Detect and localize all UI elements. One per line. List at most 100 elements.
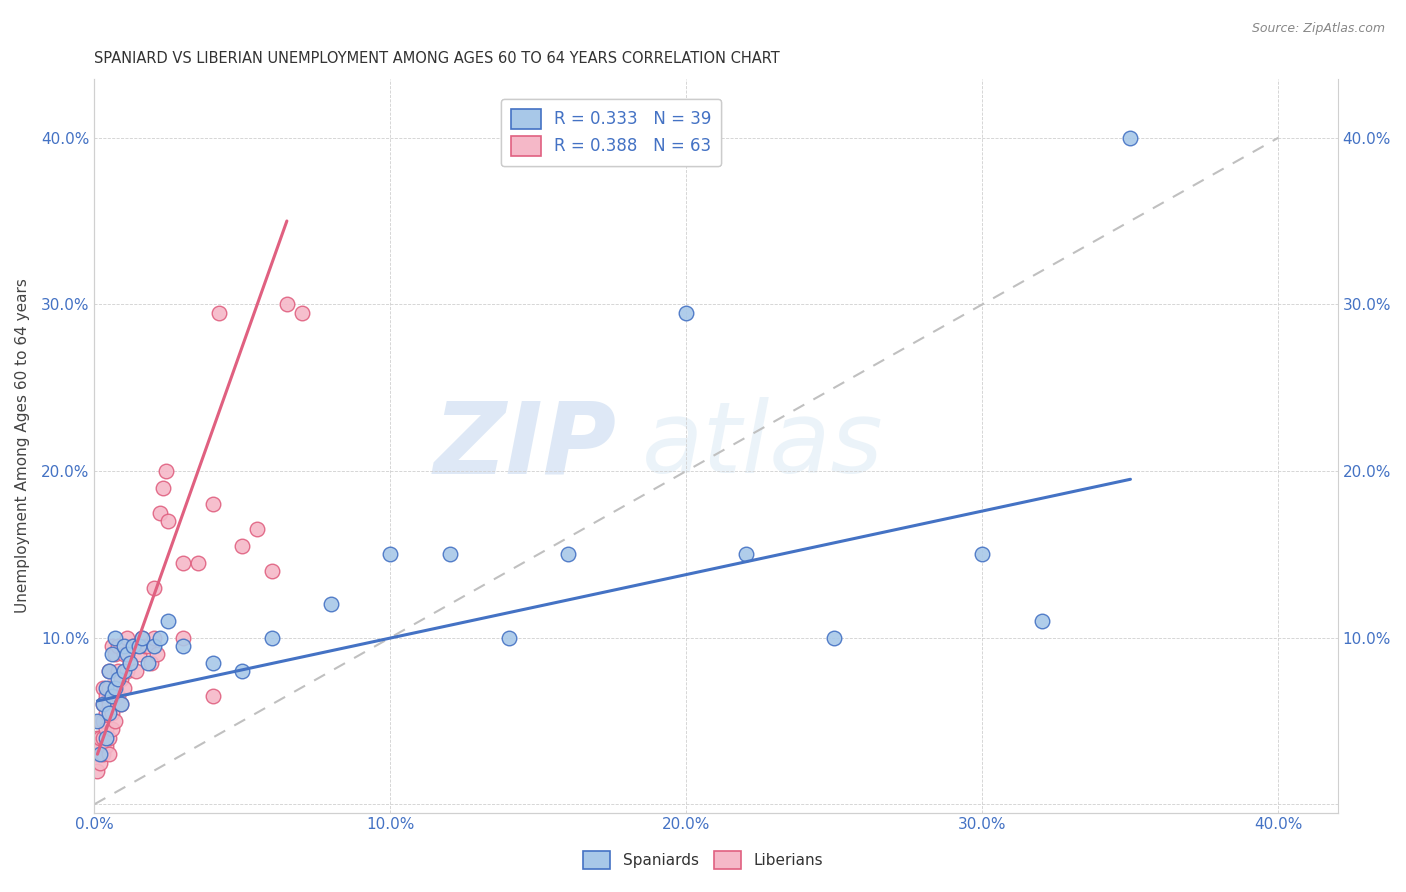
Point [101,639,124,653]
Point [139,656,162,670]
Point [89,731,111,745]
Point [498,631,520,645]
Legend: Spaniards, Liberians: Spaniards, Liberians [576,845,830,875]
Point [380,547,402,561]
Point [142,631,165,645]
Point [112,664,135,678]
Point [122,639,145,653]
Point [823,631,845,645]
Point [262,631,284,645]
Point [112,681,135,695]
Point [93,714,115,728]
Point [128,639,150,653]
Point [96,689,118,703]
Point [98,697,121,711]
Point [89,739,111,753]
Point [157,614,180,628]
Point [93,731,115,745]
Point [86,764,108,778]
Point [93,681,115,695]
Point [972,547,994,561]
Point [1119,130,1142,145]
Point [122,639,145,653]
Point [136,639,159,653]
Point [104,681,127,695]
Point [231,539,253,553]
Point [89,756,111,770]
Point [155,464,177,478]
Point [231,664,253,678]
Point [134,639,156,653]
Point [149,506,172,520]
Point [104,631,127,645]
Point [96,731,118,745]
Point [86,731,108,745]
Point [98,731,121,745]
Legend: R = 0.333   N = 39, R = 0.388   N = 63: R = 0.333 N = 39, R = 0.388 N = 63 [501,99,721,166]
Point [107,639,129,653]
Point [107,689,129,703]
Text: atlas: atlas [641,398,883,494]
Point [118,656,141,670]
Point [131,631,153,645]
Text: Source: ZipAtlas.com: Source: ZipAtlas.com [1251,22,1385,36]
Point [172,631,194,645]
Point [128,647,150,661]
Point [96,706,118,720]
Point [98,747,121,762]
Point [118,656,141,670]
Point [157,514,180,528]
Point [107,672,129,686]
Point [557,547,579,561]
Point [98,664,121,678]
Text: ZIP: ZIP [433,398,617,494]
Point [101,647,124,661]
Point [321,597,343,611]
Point [89,714,111,728]
Point [262,564,284,578]
Point [734,547,756,561]
Point [115,647,138,661]
Point [101,723,124,737]
Point [1031,614,1053,628]
Point [142,639,165,653]
Point [110,697,132,711]
Point [98,664,121,678]
Point [89,747,111,762]
Point [96,681,118,695]
Point [112,639,135,653]
Point [101,689,124,703]
Point [172,556,194,570]
Point [107,664,129,678]
Point [276,297,298,311]
Point [110,672,132,686]
Point [142,581,165,595]
Point [439,547,461,561]
Point [115,664,138,678]
Point [104,647,127,661]
Point [104,714,127,728]
Point [86,714,108,728]
Point [172,639,194,653]
Point [104,681,127,695]
Point [675,305,697,319]
Point [101,706,124,720]
Point [93,747,115,762]
Point [125,664,148,678]
Point [86,747,108,762]
Point [145,647,167,661]
Point [208,305,231,319]
Text: SPANIARD VS LIBERIAN UNEMPLOYMENT AMONG AGES 60 TO 64 YEARS CORRELATION CHART: SPANIARD VS LIBERIAN UNEMPLOYMENT AMONG … [94,51,780,66]
Point [98,681,121,695]
Point [246,522,269,536]
Point [291,305,314,319]
Point [131,631,153,645]
Point [201,689,224,703]
Point [115,631,138,645]
Point [201,656,224,670]
Point [136,656,159,670]
Point [149,631,172,645]
Point [96,739,118,753]
Point [93,697,115,711]
Point [110,697,132,711]
